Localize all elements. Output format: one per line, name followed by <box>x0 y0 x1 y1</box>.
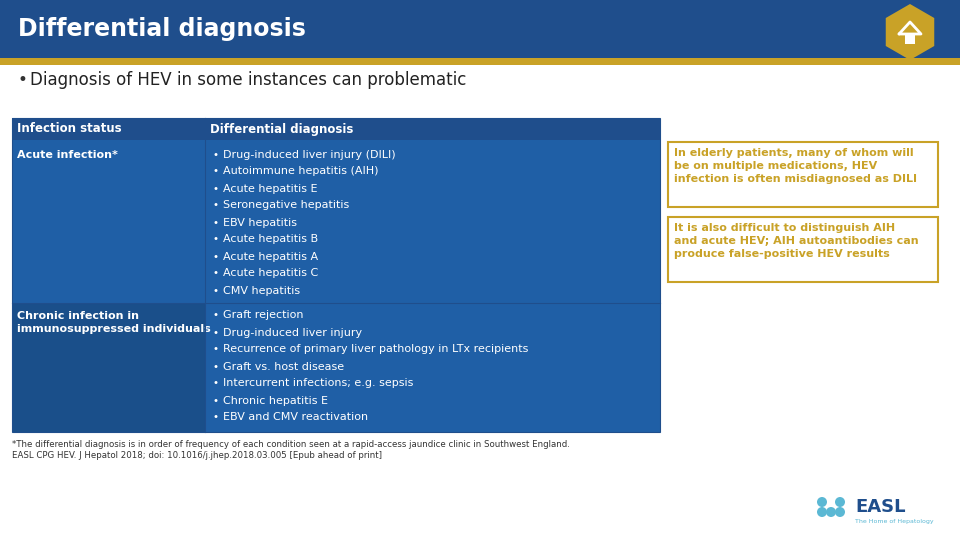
Text: •: • <box>213 413 219 422</box>
Text: Intercurrent infections; e.g. sepsis: Intercurrent infections; e.g. sepsis <box>223 379 414 388</box>
Text: •: • <box>213 379 219 388</box>
Text: Graft vs. host disease: Graft vs. host disease <box>223 361 344 372</box>
Text: •: • <box>213 268 219 279</box>
Text: •: • <box>213 200 219 211</box>
FancyBboxPatch shape <box>668 142 938 207</box>
Text: •: • <box>213 166 219 177</box>
Circle shape <box>826 507 836 517</box>
Circle shape <box>835 507 845 517</box>
FancyBboxPatch shape <box>0 58 960 65</box>
Text: •: • <box>18 71 28 89</box>
Text: •: • <box>213 218 219 227</box>
Text: Acute hepatitis E: Acute hepatitis E <box>223 184 318 193</box>
Text: •: • <box>213 395 219 406</box>
FancyBboxPatch shape <box>12 303 660 432</box>
Text: •: • <box>213 252 219 261</box>
Polygon shape <box>886 4 934 60</box>
FancyBboxPatch shape <box>905 34 915 44</box>
Text: Drug-induced liver injury: Drug-induced liver injury <box>223 327 362 338</box>
Text: •: • <box>213 345 219 354</box>
FancyBboxPatch shape <box>0 0 960 58</box>
Text: Chronic infection in
immunosuppressed individuals: Chronic infection in immunosuppressed in… <box>17 311 211 334</box>
Text: Acute hepatitis A: Acute hepatitis A <box>223 252 318 261</box>
FancyBboxPatch shape <box>668 217 938 282</box>
Text: Graft rejection: Graft rejection <box>223 310 303 321</box>
FancyBboxPatch shape <box>12 140 660 303</box>
Text: In elderly patients, many of whom will
be on multiple medications, HEV
infection: In elderly patients, many of whom will b… <box>674 148 917 184</box>
Text: •: • <box>213 361 219 372</box>
Text: EBV and CMV reactivation: EBV and CMV reactivation <box>223 413 368 422</box>
Text: Autoimmune hepatitis (AIH): Autoimmune hepatitis (AIH) <box>223 166 378 177</box>
Text: Drug-induced liver injury (DILI): Drug-induced liver injury (DILI) <box>223 150 396 159</box>
Text: Chronic hepatitis E: Chronic hepatitis E <box>223 395 328 406</box>
Text: EASL: EASL <box>855 498 905 516</box>
Text: Seronegative hepatitis: Seronegative hepatitis <box>223 200 349 211</box>
Text: •: • <box>213 286 219 295</box>
Text: Acute hepatitis C: Acute hepatitis C <box>223 268 319 279</box>
Circle shape <box>817 507 827 517</box>
Text: Differential diagnosis: Differential diagnosis <box>18 17 306 41</box>
Text: •: • <box>213 234 219 245</box>
Text: •: • <box>213 150 219 159</box>
Text: •: • <box>213 310 219 321</box>
FancyBboxPatch shape <box>12 303 205 432</box>
Text: The Home of Hepatology: The Home of Hepatology <box>855 519 934 524</box>
Circle shape <box>835 497 845 507</box>
Text: Acute infection*: Acute infection* <box>17 150 118 160</box>
Text: Acute hepatitis B: Acute hepatitis B <box>223 234 318 245</box>
Text: EASL CPG HEV. J Hepatol 2018; doi: 10.1016/j.jhep.2018.03.005 [Epub ahead of pri: EASL CPG HEV. J Hepatol 2018; doi: 10.10… <box>12 451 382 460</box>
Text: Infection status: Infection status <box>17 123 122 136</box>
Text: CMV hepatitis: CMV hepatitis <box>223 286 300 295</box>
Text: Differential diagnosis: Differential diagnosis <box>210 123 353 136</box>
Text: •: • <box>213 327 219 338</box>
Text: EBV hepatitis: EBV hepatitis <box>223 218 297 227</box>
Text: Diagnosis of HEV in some instances can problematic: Diagnosis of HEV in some instances can p… <box>30 71 467 89</box>
Circle shape <box>817 497 827 507</box>
Text: •: • <box>213 184 219 193</box>
Text: It is also difficult to distinguish AIH
and acute HEV; AIH autoantibodies can
pr: It is also difficult to distinguish AIH … <box>674 223 919 259</box>
Text: *The differential diagnosis is in order of frequency of each condition seen at a: *The differential diagnosis is in order … <box>12 440 570 449</box>
Text: Recurrence of primary liver pathology in LTx recipients: Recurrence of primary liver pathology in… <box>223 345 528 354</box>
FancyBboxPatch shape <box>12 118 660 140</box>
